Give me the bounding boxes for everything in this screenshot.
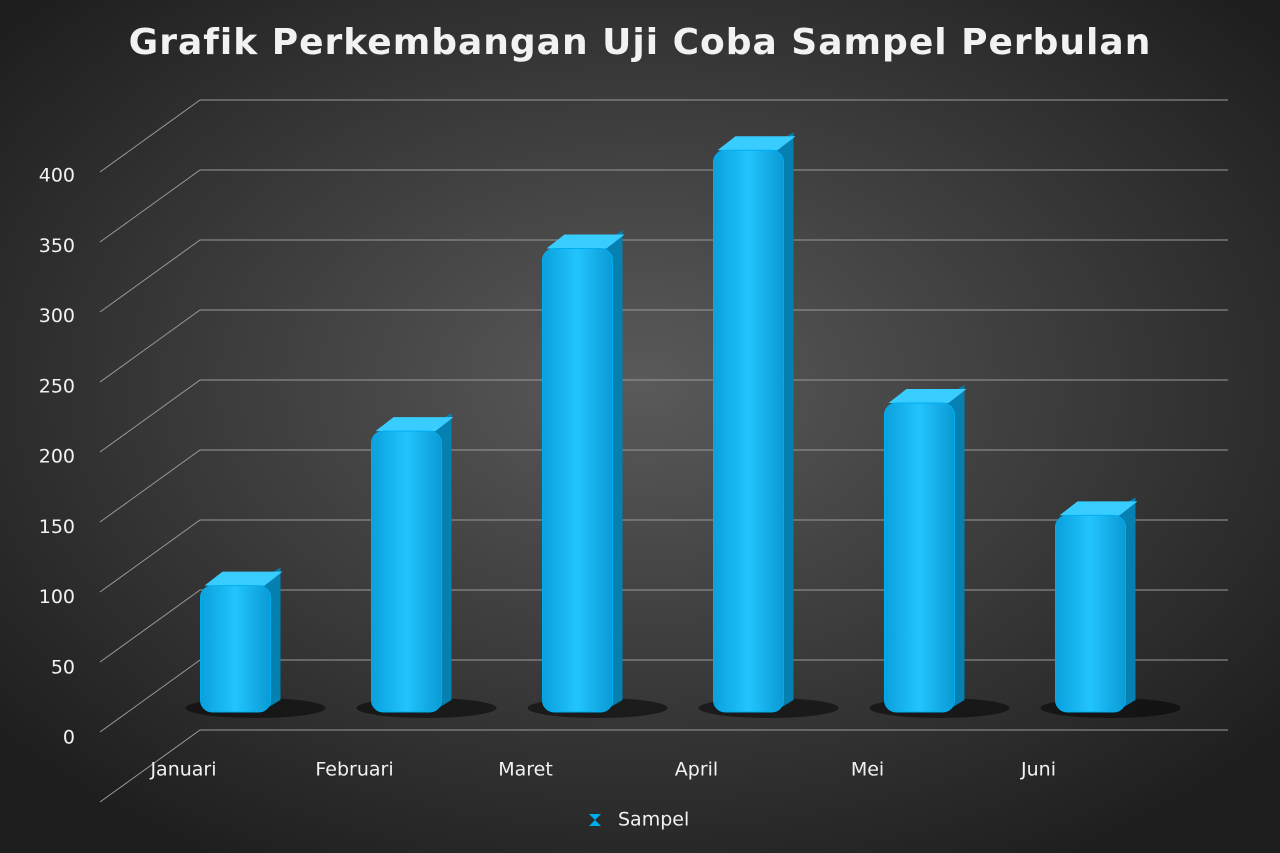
grid-line: [99, 239, 1228, 313]
y-tick-label: 250: [39, 375, 75, 397]
x-tick-label: Januari: [149, 759, 216, 781]
wall-edge: [99, 99, 1228, 173]
bar-top: [546, 234, 625, 249]
grid-line: [99, 309, 1228, 383]
y-tick-label: 50: [51, 656, 75, 678]
legend-label: Sampel: [618, 809, 689, 831]
x-tick-label: Mei: [851, 759, 884, 781]
y-tick-label: 400: [39, 165, 75, 187]
bar-top: [717, 136, 796, 151]
bar: [1055, 514, 1126, 713]
grid-line: [99, 169, 1228, 243]
bar-top: [1059, 501, 1138, 516]
bar-top: [888, 389, 967, 404]
y-tick-label: 100: [39, 586, 75, 608]
x-tick-label: Maret: [498, 759, 553, 781]
grid-line: [99, 379, 1228, 453]
x-tick-label: Februari: [315, 759, 393, 781]
y-tick-label: 200: [39, 446, 75, 468]
x-tick-label: Juni: [1020, 759, 1056, 781]
bar: [371, 430, 442, 713]
y-tick-label: 300: [39, 305, 75, 327]
bar: [200, 585, 271, 713]
legend-swatch: [589, 814, 601, 826]
y-tick-label: 0: [63, 727, 75, 749]
y-tick-label: 350: [39, 235, 75, 257]
bar: [542, 248, 613, 713]
grid-line: [99, 729, 1228, 803]
bar-top: [204, 571, 283, 586]
chart-title: Grafik Perkembangan Uji Coba Sampel Perb…: [129, 22, 1152, 63]
bar-top: [375, 417, 454, 432]
x-tick-label: April: [675, 759, 718, 781]
bar: [884, 402, 955, 713]
bar: [713, 149, 784, 713]
y-tick-label: 150: [39, 516, 75, 538]
